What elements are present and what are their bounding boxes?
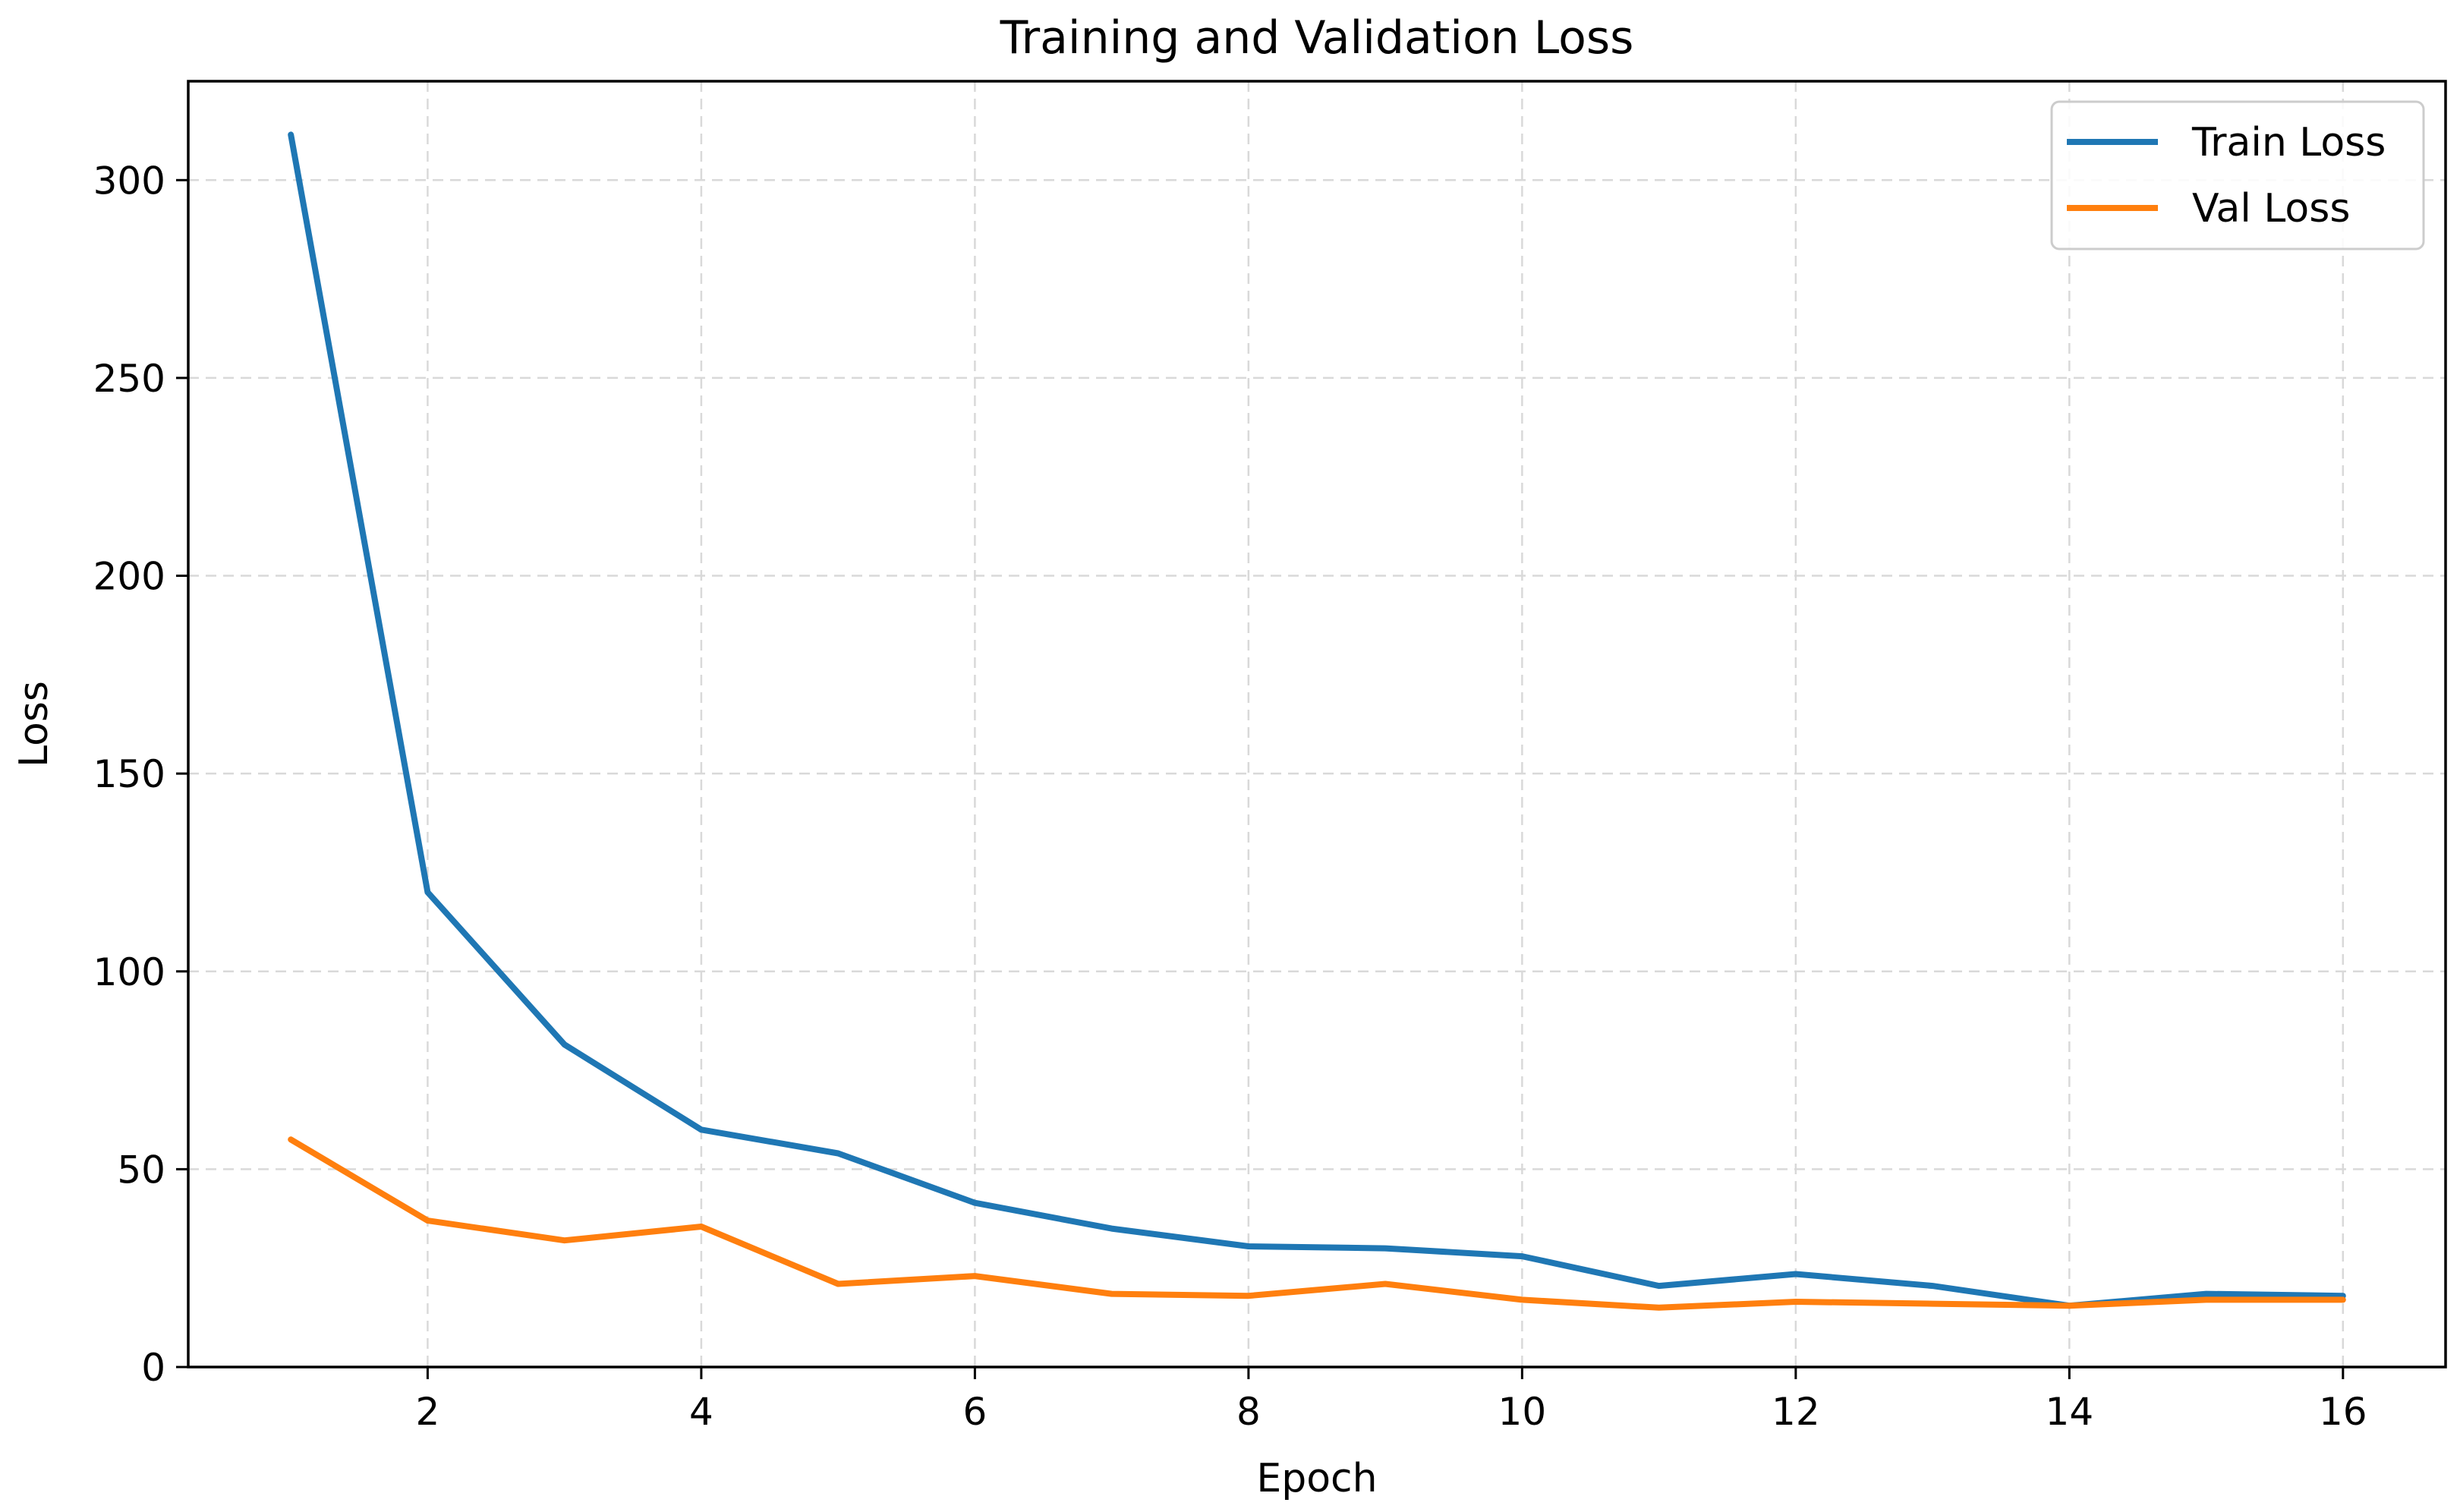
series-line-train-loss (288, 131, 2346, 1309)
chart-title: Training and Validation Loss (1000, 11, 1634, 65)
x-tick-label: 14 (2046, 1390, 2094, 1434)
x-axis-label: Epoch (1256, 1456, 1377, 1501)
x-tick-label: 16 (2319, 1390, 2367, 1434)
y-tick-label: 100 (93, 950, 165, 994)
series-lines (288, 131, 2346, 1311)
legend-box (2050, 100, 2425, 250)
x-tick-label: 12 (1772, 1390, 1820, 1434)
series-line-val-loss (288, 1136, 2346, 1311)
legend-label: Train Loss (2191, 120, 2386, 165)
y-tick-label: 300 (93, 159, 165, 203)
x-tick-label: 4 (689, 1390, 713, 1434)
y-tick-label: 250 (93, 357, 165, 401)
x-tick-label: 8 (1236, 1390, 1261, 1434)
x-tick-label: 2 (416, 1390, 440, 1434)
y-axis-label: Loss (11, 681, 57, 767)
plot-area-frame (187, 80, 2447, 1369)
legend: Train Loss Val Loss (2050, 100, 2425, 250)
y-tick-label: 150 (93, 752, 165, 796)
legend-label: Val Loss (2192, 186, 2350, 232)
axis-ticks: 2 4 6 8 10 12 14 16 0 50 100 150 200 250 300 (93, 159, 2367, 1434)
y-tick-label: 200 (93, 555, 165, 599)
x-tick-label: 6 (962, 1390, 987, 1434)
y-tick-label: 50 (117, 1148, 165, 1192)
y-tick-label: 0 (141, 1346, 165, 1390)
x-tick-label: 10 (1498, 1390, 1547, 1434)
